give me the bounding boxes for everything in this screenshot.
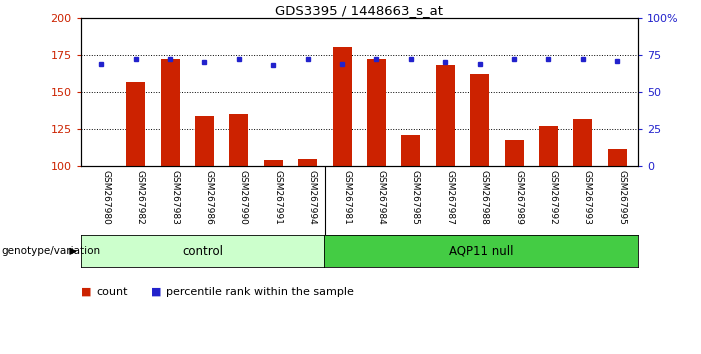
Text: GSM267995: GSM267995 — [618, 170, 626, 225]
Bar — [229, 114, 248, 166]
Bar — [264, 160, 283, 166]
Text: AQP11 null: AQP11 null — [449, 245, 513, 258]
Text: GSM267981: GSM267981 — [342, 170, 351, 225]
Text: GSM267993: GSM267993 — [583, 170, 592, 225]
Text: GSM267992: GSM267992 — [548, 170, 557, 224]
Text: GSM267988: GSM267988 — [479, 170, 489, 225]
Bar — [402, 135, 421, 166]
Text: GSM267982: GSM267982 — [136, 170, 144, 224]
Text: GSM267984: GSM267984 — [376, 170, 386, 224]
Bar — [608, 149, 627, 166]
Text: percentile rank within the sample: percentile rank within the sample — [166, 287, 354, 297]
Bar — [505, 139, 524, 166]
Bar — [161, 59, 179, 166]
Title: GDS3395 / 1448663_s_at: GDS3395 / 1448663_s_at — [275, 4, 443, 17]
Bar — [367, 59, 386, 166]
Bar — [298, 159, 317, 166]
Text: ■: ■ — [151, 287, 161, 297]
Text: GSM267991: GSM267991 — [273, 170, 283, 225]
Bar — [332, 47, 351, 166]
Bar — [436, 65, 455, 166]
Text: GSM267990: GSM267990 — [239, 170, 248, 225]
Text: GSM267994: GSM267994 — [308, 170, 317, 224]
Bar — [195, 116, 214, 166]
Bar — [126, 82, 145, 166]
Text: GSM267983: GSM267983 — [170, 170, 179, 225]
Text: GSM267980: GSM267980 — [101, 170, 110, 225]
Bar — [573, 119, 592, 166]
Text: ■: ■ — [81, 287, 91, 297]
Text: GSM267987: GSM267987 — [445, 170, 454, 225]
Bar — [470, 74, 489, 166]
Text: GSM267986: GSM267986 — [205, 170, 214, 225]
Text: control: control — [182, 245, 223, 258]
Text: genotype/variation: genotype/variation — [1, 246, 100, 256]
Bar — [539, 126, 558, 166]
Text: count: count — [96, 287, 128, 297]
Text: GSM267989: GSM267989 — [514, 170, 523, 225]
Text: GSM267985: GSM267985 — [411, 170, 420, 225]
